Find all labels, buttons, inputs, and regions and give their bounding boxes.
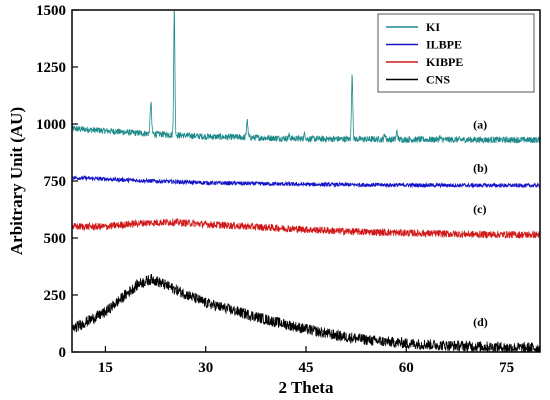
y-tick-label: 1500 — [36, 3, 66, 19]
legend-box — [377, 13, 535, 93]
series-line-ilbpe — [72, 174, 540, 189]
annotation-layer: (a) (b) (c) (d) — [473, 118, 488, 329]
y-tick-label: 500 — [44, 231, 67, 247]
y-axis-title: Arbitrary Unit (AU) — [7, 107, 26, 255]
series-layer — [72, 10, 540, 352]
legend-label-ilbpe: ILBPE — [426, 38, 462, 52]
series-annotation: (a) — [473, 118, 487, 132]
series-line-cns — [72, 273, 540, 352]
series-annotation: (c) — [473, 202, 486, 216]
legend-label-cns: CNS — [426, 73, 450, 87]
x-tick-label: 30 — [198, 360, 213, 376]
series-line-kibpe — [72, 217, 540, 240]
legend-label-kibpe: KIBPE — [426, 55, 463, 69]
x-axis-title: 2 Theta — [279, 378, 334, 397]
legend: KI ILBPE KIBPE CNS — [377, 13, 535, 93]
x-tick-label: 60 — [399, 360, 414, 376]
y-tick-label: 0 — [59, 345, 67, 361]
x-tick-label: 15 — [98, 360, 113, 376]
series-line-ki — [72, 10, 540, 144]
x-tick-label: 45 — [299, 360, 314, 376]
series-annotation: (d) — [473, 315, 488, 329]
y-tick-label: 1250 — [36, 60, 66, 76]
y-tick-label: 1000 — [36, 117, 66, 133]
legend-label-ki: KI — [426, 20, 440, 34]
y-tick-label: 750 — [44, 174, 67, 190]
x-tick-label: 75 — [499, 360, 514, 376]
series-annotation: (b) — [473, 161, 488, 175]
y-tick-label: 250 — [44, 288, 67, 304]
